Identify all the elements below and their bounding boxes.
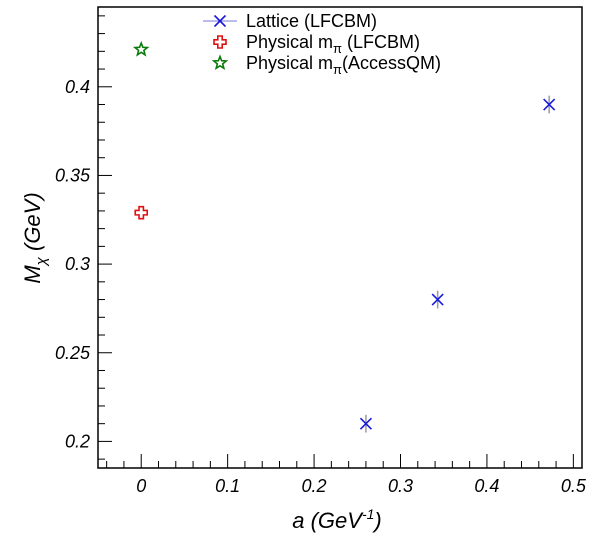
y-axis-title: Mχ (GeV) [20,192,50,283]
legend: Lattice (LFCBM)Physical mπ (LFCBM)Physic… [203,11,441,77]
y-tick-label: 0.4 [65,77,90,97]
legend-marker [213,14,227,28]
data-point [359,417,372,430]
plot-frame [97,6,583,469]
legend-label: Physical mπ(AccessQM) [246,53,441,77]
y-axis-title-sub: χ [33,256,50,267]
x-tick-label: 0.3 [388,476,413,496]
x-axis-title-sup: -1 [362,506,374,522]
y-tick-label: 0.25 [55,343,91,363]
data-point [132,40,150,57]
x-tick-label: 0.1 [215,476,240,496]
data-point [431,293,444,306]
axes: 0 0.1 0.2 0.3 0.4 0.5 0.2 0.25 0.3 0.35 0.4 [55,15,587,496]
legend-marker [213,35,227,49]
legend-marker [211,54,229,71]
legend-label: Physical mπ (LFCBM) [246,32,420,56]
legend-label: Lattice (LFCBM) [246,11,377,31]
data-point [543,98,556,111]
data-point [134,205,149,220]
y-tick-label: 0.2 [65,431,90,451]
x-tick-label: 0.4 [474,476,499,496]
x-tick-label: 0.2 [302,476,327,496]
x-tick-label: 0 [136,476,146,496]
y-tick-label: 0.3 [65,254,90,274]
x-axis-title: a (GeV-1) [292,506,381,533]
y-tick-label: 0.35 [55,165,91,185]
data-points [132,40,556,433]
x-tick-label: 0.5 [561,476,587,496]
